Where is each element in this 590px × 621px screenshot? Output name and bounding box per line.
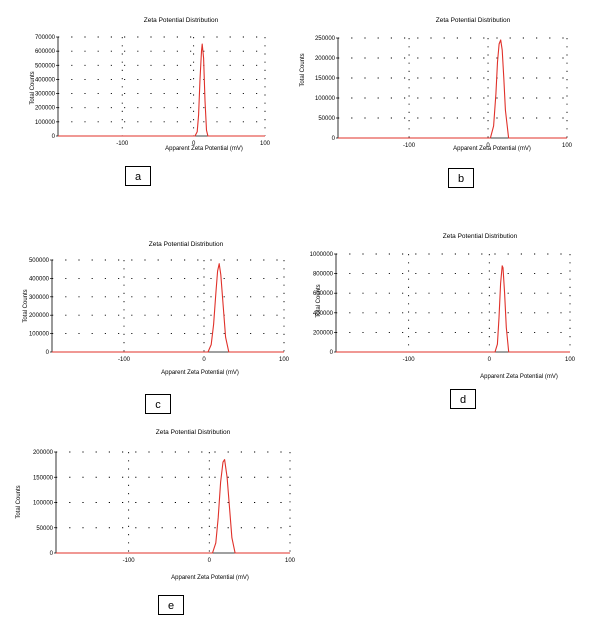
x-axis-title: Apparent Zeta Potential (mV) <box>165 146 243 152</box>
x-tick-label: 0 <box>202 357 206 363</box>
y-tick-label: 600000 <box>313 291 334 297</box>
x-axis-title: Apparent Zeta Potential (mV) <box>171 575 249 581</box>
x-tick-label: 100 <box>562 143 573 149</box>
y-tick-label: 50000 <box>36 526 53 532</box>
chart-e: Zeta Potential Distribution Total Counts… <box>16 429 296 581</box>
y-tick-label: 500000 <box>29 258 50 264</box>
y-tick-label: 600000 <box>35 49 56 55</box>
y-tick-label: 150000 <box>33 475 54 481</box>
chart-title: Zeta Potential Distribution <box>156 429 231 436</box>
x-tick-label: 100 <box>565 357 576 363</box>
chart-title: Zeta Potential Distribution <box>436 17 511 24</box>
y-tick-label: 1000000 <box>310 252 334 258</box>
panel-label-d: d <box>450 389 476 409</box>
x-tick-label: 100 <box>260 141 271 147</box>
y-tick-label: 150000 <box>315 76 336 82</box>
y-tick-label: 0 <box>330 350 334 356</box>
y-tick-label: 100000 <box>33 501 54 507</box>
chart-c: Zeta Potential Distribution Total Counts… <box>23 241 290 376</box>
y-axis-title: Total Counts <box>16 485 22 518</box>
chart-title: Zeta Potential Distribution <box>149 241 224 248</box>
y-axis-title: Total Counts <box>23 289 29 322</box>
chart-title: Zeta Potential Distribution <box>443 233 518 240</box>
y-tick-label: 0 <box>46 350 50 356</box>
x-tick-label: -100 <box>403 143 416 149</box>
series-line <box>52 263 284 353</box>
y-tick-label: 0 <box>52 134 56 140</box>
x-axis-title: Apparent Zeta Potential (mV) <box>480 374 558 380</box>
x-tick-label: 100 <box>285 558 296 564</box>
x-axis-title: Apparent Zeta Potential (mV) <box>453 146 531 152</box>
y-tick-label: 200000 <box>35 106 56 112</box>
x-tick-label: -100 <box>116 141 129 147</box>
y-tick-label: 800000 <box>313 272 334 278</box>
y-tick-label: 0 <box>50 551 54 557</box>
y-tick-label: 200000 <box>29 313 50 319</box>
y-tick-label: 250000 <box>315 36 336 42</box>
series-line <box>56 459 290 554</box>
x-tick-label: 0 <box>192 141 196 147</box>
panel-label-e: e <box>158 595 184 615</box>
x-tick-label: -100 <box>118 357 131 363</box>
x-tick-label: -100 <box>123 558 136 564</box>
chart-a: Zeta Potential Distribution Total Counts… <box>30 17 271 152</box>
chart-b: Zeta Potential Distribution Total Counts… <box>300 17 573 152</box>
y-tick-label: 300000 <box>35 92 56 98</box>
y-axis-title: Total Counts <box>316 284 322 317</box>
series-line <box>58 43 265 137</box>
y-tick-label: 200000 <box>315 56 336 62</box>
y-tick-label: 100000 <box>35 120 56 126</box>
series-line <box>336 265 570 353</box>
y-axis-title: Total Counts <box>300 53 306 86</box>
chart-title: Zeta Potential Distribution <box>144 17 219 24</box>
x-axis-title: Apparent Zeta Potential (mV) <box>161 370 239 376</box>
y-tick-label: 400000 <box>29 276 50 282</box>
y-tick-label: 200000 <box>313 330 334 336</box>
panel-label-b: b <box>448 168 474 188</box>
y-axis-title: Total Counts <box>30 71 36 104</box>
x-tick-label: 0 <box>488 357 492 363</box>
y-tick-label: 700000 <box>35 35 56 41</box>
series-line <box>338 39 567 139</box>
y-tick-label: 0 <box>332 136 336 142</box>
chart-d: Zeta Potential Distribution Total Counts… <box>310 233 576 380</box>
y-tick-label: 500000 <box>35 63 56 69</box>
y-tick-label: 100000 <box>315 96 336 102</box>
y-tick-label: 100000 <box>29 332 50 338</box>
y-tick-label: 400000 <box>313 311 334 317</box>
x-tick-label: 100 <box>279 357 290 363</box>
x-tick-label: 0 <box>208 558 212 564</box>
y-tick-label: 300000 <box>29 295 50 301</box>
x-tick-label: 0 <box>486 143 490 149</box>
y-tick-label: 200000 <box>33 450 54 456</box>
panel-label-c: c <box>145 394 171 414</box>
x-tick-label: -100 <box>403 357 416 363</box>
panel-label-a: a <box>125 166 151 186</box>
y-tick-label: 50000 <box>318 116 335 122</box>
y-tick-label: 400000 <box>35 77 56 83</box>
